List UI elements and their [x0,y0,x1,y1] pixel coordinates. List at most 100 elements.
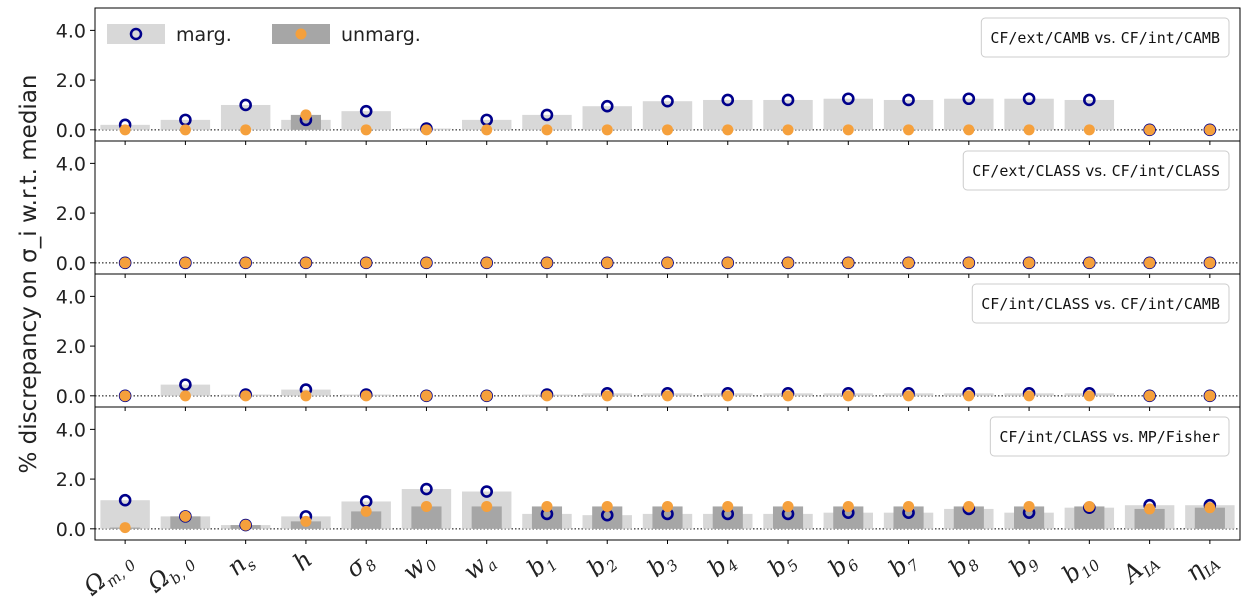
y-tick-label: 2.0 [56,70,86,92]
x-tick-label: b4 [703,545,743,586]
y-tick-label: 0.0 [56,253,86,275]
title-code: CF/int/CLASS [981,295,1089,313]
panel-4: 0.0 2.0 4.0 CF/int/CLASS vs. MP/Fisher [56,406,1241,544]
unmarg-point [903,390,915,402]
panels-layer: 0.0 2.0 4.0 CF/ext/CAMB vs. CF/int/CAMB 0.0 2… [56,7,1241,544]
title-code: MP/Fisher [1139,428,1220,446]
x-tick-label: Ωm, 0 [77,545,139,605]
unmarg-point [1083,124,1095,136]
marg-point [781,93,795,107]
title-code: CF/int/CLASS [1112,162,1220,180]
unmarg-point [601,390,613,402]
x-tick-label: ns [222,545,261,585]
x-tick-label-base: Ω [77,567,111,602]
unmarg-point [481,257,493,269]
unmarg-point [963,390,975,402]
unmarg-point [1023,124,1035,136]
unmarg-point [662,500,673,512]
unmarg-point [601,124,613,136]
legend-entry-unmarg: unmarg. [272,24,421,46]
marg-point [661,94,674,108]
unmarg-point [722,124,734,136]
unmarg-point [541,500,553,512]
legend-marker [129,27,143,41]
unmarg-point [1144,503,1156,515]
marg-point [841,92,855,106]
y-tick-label: 4.0 [56,419,86,441]
unmarg-point [722,390,734,402]
unmarg-point [360,257,372,269]
panel-title-text: CF/ext/CAMB vs. CF/int/CAMB [990,29,1220,47]
unmarg-point [240,390,252,402]
y-tick-label: 2.0 [56,336,86,358]
unmarg-point [842,124,854,136]
title-vs: vs. [1090,295,1121,313]
panel-1: 0.0 2.0 4.0 CF/ext/CAMB vs. CF/int/CAMB [56,7,1241,145]
unmarg-point [842,390,854,402]
panel-title: CF/int/CLASS vs. MP/Fisher [989,416,1230,457]
unmarg-bar [351,511,382,529]
unmarg-point [842,257,854,269]
y-tick-label: 2.0 [56,203,86,225]
unmarg-point [300,390,312,402]
unmarg-bar [1194,507,1225,529]
y-axis-label: % discrepancy on σ_i w.r.t. median [16,75,42,474]
marg-point [480,485,494,498]
y-tick-label: 0.0 [56,120,86,142]
x-tick-label: h [288,545,318,576]
marg-point [902,93,915,107]
unmarg-point [662,257,673,269]
unmarg-point [240,124,252,136]
unmarg-point [782,390,794,402]
panel-title-box [971,283,1230,324]
panel-title-box [962,150,1230,191]
unmarg-point [300,109,312,121]
unmarg-point [1144,124,1156,136]
marg-point [420,482,433,496]
title-code: CF/int/CLASS [999,428,1107,446]
panel-title-box [980,17,1230,58]
title-vs: vs. [1081,162,1112,180]
unmarg-point [842,500,854,512]
unmarg-bar [1074,506,1105,529]
x-tick-label: AIA [1116,545,1164,593]
unmarg-point [360,124,372,136]
y-tick-label: 4.0 [56,153,86,175]
x-tick-label: b6 [823,545,863,586]
unmarg-point [903,500,915,512]
unmarg-point [119,124,131,136]
unmarg-point [179,390,191,402]
unmarg-point [119,257,131,269]
panel-title-text: CF/ext/CLASS vs. CF/int/CLASS [972,162,1220,180]
x-tick-label: b5 [763,545,803,586]
unmarg-point [420,257,432,269]
unmarg-point [481,500,493,512]
marg-point [239,98,252,112]
unmarg-point [240,257,252,269]
unmarg-point [360,390,372,402]
x-tick-label: b8 [944,545,984,586]
unmarg-point [601,257,613,269]
marg-point [721,93,735,107]
panel-title: CF/ext/CAMB vs. CF/int/CAMB [980,17,1230,58]
unmarg-point [1204,502,1216,514]
unmarg-point [1083,390,1095,402]
unmarg-bar [1134,508,1165,529]
panel-title: CF/ext/CLASS vs. CF/int/CLASS [962,150,1230,191]
unmarg-point [179,257,191,269]
y-tick-label: 2.0 [56,469,86,491]
marg-point [540,108,554,122]
x-tick-label: wa [458,545,501,588]
panel-3: 0.0 2.0 4.0 CF/int/CLASS vs. CF/int/CAMB [56,273,1241,411]
title-code: CF/ext/CLASS [972,162,1080,180]
unmarg-bar [471,506,502,529]
unmarg-point [963,257,975,269]
marg-bar [582,106,632,130]
unmarg-point [420,500,432,512]
marg-bar [522,114,572,130]
unmarg-point [420,124,432,136]
unmarg-point [1083,500,1095,512]
unmarg-point [179,510,191,522]
y-tick-label: 4.0 [56,286,86,308]
